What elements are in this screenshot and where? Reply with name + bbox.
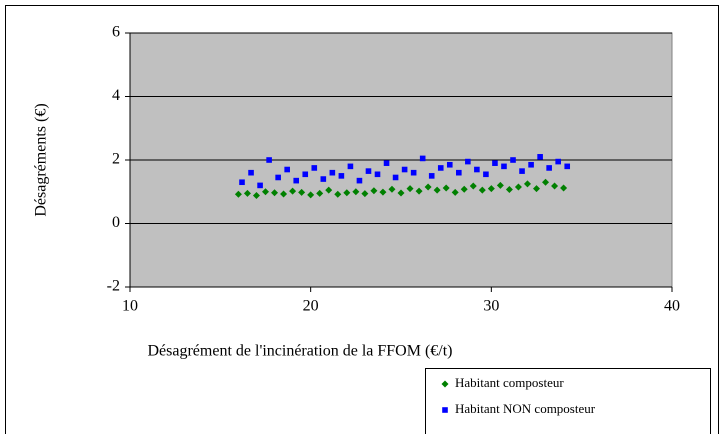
point xyxy=(356,177,363,184)
x-axis-label: Désagrément de l'incinération de la FFOM… xyxy=(147,343,452,360)
point xyxy=(496,181,504,189)
point xyxy=(361,190,369,198)
point xyxy=(483,171,489,178)
y-axis-label: Désagréments (€) xyxy=(33,103,50,216)
point xyxy=(401,166,408,173)
point xyxy=(383,160,390,166)
legend-marker xyxy=(442,407,448,413)
point xyxy=(262,188,269,196)
point xyxy=(501,163,507,170)
y-tick-label: 4 xyxy=(112,87,120,104)
point xyxy=(379,188,387,196)
point xyxy=(564,163,571,170)
point xyxy=(546,165,552,171)
point xyxy=(437,165,444,171)
point xyxy=(419,155,426,162)
point xyxy=(446,161,453,168)
point xyxy=(465,158,471,165)
point xyxy=(325,186,333,194)
legend-label: Habitant composteur xyxy=(455,375,564,390)
point xyxy=(428,173,435,179)
point xyxy=(311,165,318,171)
x-tick-label: 40 xyxy=(664,298,680,315)
point xyxy=(352,188,360,196)
legend-box xyxy=(425,368,711,434)
point xyxy=(528,161,534,168)
point xyxy=(298,188,306,196)
point xyxy=(271,189,279,197)
point xyxy=(487,185,495,193)
point xyxy=(542,178,550,186)
point xyxy=(343,189,351,197)
point xyxy=(442,184,450,192)
point xyxy=(560,184,568,192)
point xyxy=(257,182,263,189)
point xyxy=(519,168,525,174)
x-tick-label: 30 xyxy=(483,298,499,315)
point xyxy=(406,185,414,193)
point xyxy=(320,176,327,182)
point xyxy=(243,189,251,197)
point xyxy=(338,173,345,179)
x-tick-label: 20 xyxy=(303,298,319,315)
point xyxy=(334,190,342,198)
point xyxy=(370,187,378,195)
point xyxy=(248,169,254,176)
point xyxy=(329,169,336,176)
point xyxy=(460,185,468,193)
point xyxy=(388,185,396,193)
y-tick-label: 6 xyxy=(112,24,120,41)
point xyxy=(451,188,459,196)
y-tick-label: -2 xyxy=(107,278,120,295)
point xyxy=(284,166,290,173)
point xyxy=(551,182,559,190)
point xyxy=(505,186,513,194)
point xyxy=(316,189,324,197)
x-tick-label: 10 xyxy=(122,298,138,315)
point xyxy=(433,186,441,194)
point xyxy=(234,190,242,198)
point xyxy=(555,158,561,165)
point xyxy=(424,183,432,191)
point xyxy=(280,190,288,198)
point xyxy=(478,186,486,194)
point xyxy=(365,168,372,174)
point xyxy=(302,171,309,178)
legend-label: Habitant NON composteur xyxy=(455,401,596,416)
point xyxy=(492,160,498,166)
legend: Habitant composteur Habitant NON composte… xyxy=(425,368,711,434)
point xyxy=(474,166,480,173)
point xyxy=(469,182,477,190)
point xyxy=(523,180,531,188)
point xyxy=(252,192,260,200)
legend-marker xyxy=(441,380,449,388)
point xyxy=(510,157,516,163)
point xyxy=(307,191,315,199)
point xyxy=(397,189,405,197)
point xyxy=(239,179,245,186)
point xyxy=(347,163,354,170)
point xyxy=(456,169,462,176)
point xyxy=(293,177,300,184)
point xyxy=(537,154,543,160)
point xyxy=(266,157,272,163)
point xyxy=(289,187,297,195)
point xyxy=(275,174,281,181)
point xyxy=(415,187,423,195)
y-tick-label: 2 xyxy=(112,151,120,168)
point xyxy=(410,169,417,176)
point xyxy=(533,185,540,193)
point xyxy=(392,174,399,181)
point xyxy=(514,183,522,191)
point xyxy=(374,171,381,178)
y-tick-label: 0 xyxy=(112,214,120,231)
